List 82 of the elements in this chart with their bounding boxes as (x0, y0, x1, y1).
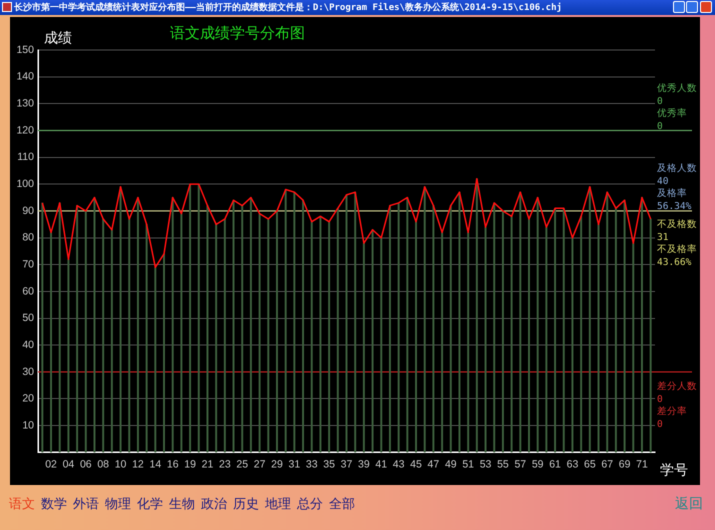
y-tick-label: 10 (22, 419, 34, 432)
x-tick-label: 33 (306, 458, 318, 471)
text: 0 (657, 120, 664, 133)
x-tick-label: 67 (601, 458, 614, 471)
x-tick-label: 55 (497, 458, 509, 471)
x-tick-label: 04 (62, 458, 74, 471)
y-axis-title: 成绩 (44, 30, 72, 47)
x-tick-label: 08 (97, 458, 110, 471)
y-tick-label: 60 (22, 285, 34, 298)
text: 政治 (201, 497, 227, 512)
y-tick-label: 30 (22, 366, 34, 378)
x-tick-label: 41 (375, 458, 388, 471)
x-tick-label: 65 (584, 458, 596, 471)
text: 语文 (9, 497, 35, 512)
x-tick-label: 71 (636, 458, 648, 471)
x-tick-label: 35 (323, 458, 336, 471)
text: 生物 (169, 497, 195, 512)
x-tick-label: 23 (218, 458, 231, 471)
text: 及格人数 (657, 163, 697, 176)
x-tick-label: 19 (184, 458, 196, 471)
y-tick-label: 40 (22, 338, 34, 351)
x-tick-label: 37 (340, 458, 352, 471)
text: 优秀率 (657, 108, 688, 120)
text: 不及格数 (657, 219, 697, 232)
x-tick-label: 02 (45, 458, 58, 471)
text: 及格率 (657, 188, 688, 200)
x-tick-label: 63 (566, 458, 578, 471)
y-tick-label: 70 (22, 258, 34, 271)
text: 返回 (675, 495, 703, 513)
text: 优秀人数 (657, 83, 697, 96)
x-tick-label: 16 (166, 458, 179, 471)
y-tick-label: 50 (22, 312, 34, 324)
y-tick-label: 140 (16, 70, 34, 83)
y-tick-label: 120 (16, 124, 34, 136)
text: 地理 (265, 497, 291, 512)
text: 差分人数 (657, 381, 697, 394)
text: 40 (657, 176, 670, 188)
x-tick-label: 43 (392, 458, 405, 471)
x-tick-label: 25 (236, 458, 248, 471)
text: 长沙市第一中学考试成绩统计表对应分布图——当前打开的成绩数据文件是：D:\Program Files\教务办公系统\2014-9-15\c106.chj (14, 1, 562, 14)
x-tick-label: 06 (80, 458, 92, 471)
text: 历史 (233, 497, 259, 512)
text: 56.34% (657, 200, 692, 213)
text: 数学 (41, 497, 67, 512)
x-tick-label: 14 (149, 458, 162, 471)
text: 物理 (105, 497, 131, 512)
x-tick-label: 29 (271, 458, 283, 471)
text: 外语 (73, 497, 99, 512)
x-tick-label: 21 (202, 458, 214, 471)
text: 31 (657, 232, 670, 244)
text: 全部 (329, 497, 355, 512)
text: 总分 (297, 497, 323, 512)
text: 0 (657, 96, 664, 108)
y-tick-label: 130 (16, 98, 34, 110)
text: 43.66% (657, 256, 692, 269)
y-tick-label: 150 (16, 44, 34, 56)
x-tick-label: 31 (288, 458, 300, 471)
text: 差分率 (657, 406, 688, 418)
chart-title: 语文成绩学号分布图 (170, 24, 305, 42)
y-tick-label: 100 (16, 178, 34, 190)
y-tick-label: 90 (22, 204, 34, 217)
x-tick-label: 57 (514, 458, 526, 471)
y-tick-label: 20 (22, 392, 34, 405)
x-tick-label: 59 (532, 458, 544, 471)
text: 0 (657, 418, 664, 431)
x-axis-title: 学号 (660, 462, 688, 479)
text: 不及格率 (657, 244, 697, 256)
x-tick-label: 49 (444, 458, 457, 471)
y-tick-label: 110 (17, 151, 34, 164)
x-tick-label: 51 (462, 458, 474, 471)
text: 化学 (137, 497, 163, 512)
x-tick-label: 53 (480, 458, 492, 471)
text: 0 (657, 394, 664, 406)
x-tick-label: 39 (358, 458, 370, 471)
x-tick-label: 47 (428, 458, 440, 471)
x-tick-label: 10 (114, 458, 127, 471)
x-tick-label: 45 (410, 458, 422, 471)
x-tick-label: 27 (254, 458, 266, 471)
y-tick-label: 80 (22, 232, 34, 244)
x-tick-label: 69 (618, 458, 631, 471)
x-tick-label: 12 (132, 458, 144, 471)
x-tick-label: 61 (549, 458, 562, 471)
